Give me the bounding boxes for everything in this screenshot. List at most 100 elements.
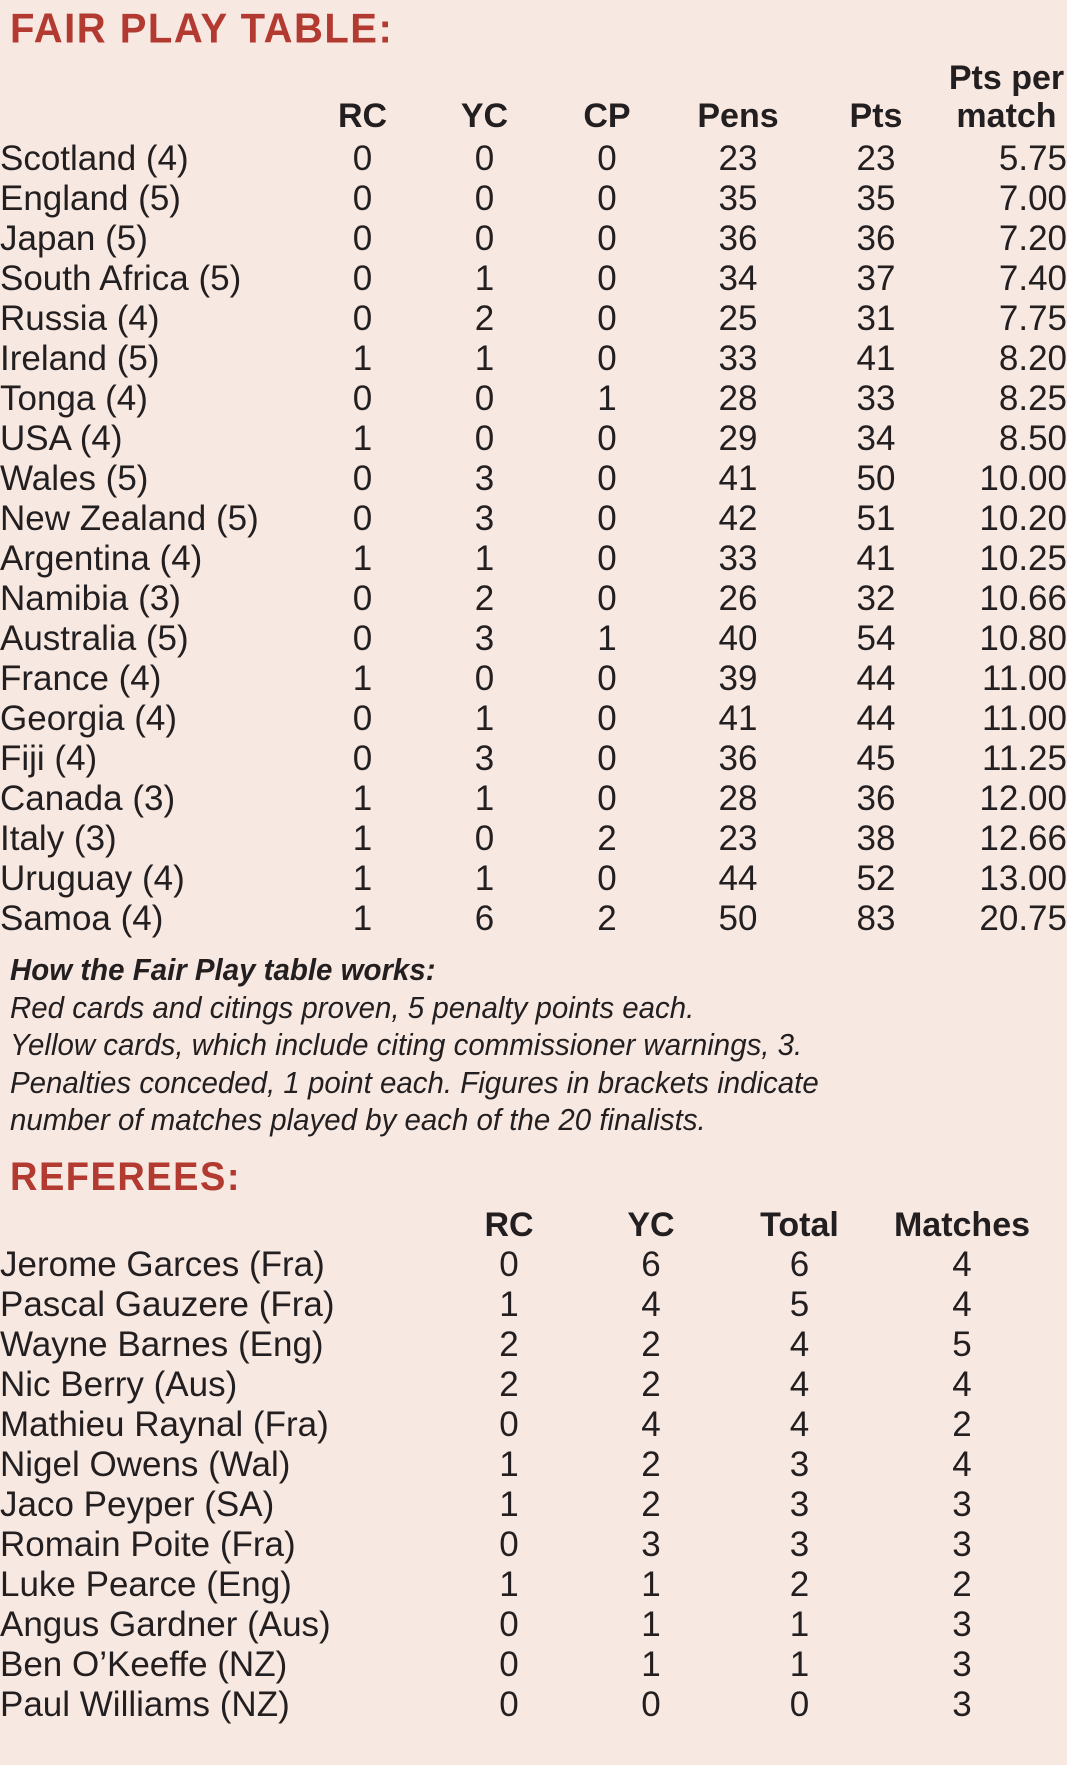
referee-yc-value: 2 bbox=[641, 1325, 661, 1364]
pts-per-match-header-line2: match bbox=[956, 97, 1057, 135]
explainer-line: number of matches played by each of the … bbox=[10, 1102, 706, 1137]
team-name: Wales (5) bbox=[0, 459, 149, 498]
team-name: Tonga (4) bbox=[0, 379, 148, 418]
team-pens-value: 33 bbox=[718, 339, 758, 378]
team-pts-value: 83 bbox=[856, 899, 896, 938]
yc-column-header: YC bbox=[460, 97, 509, 135]
referee-total-value: 2 bbox=[789, 1565, 810, 1604]
team-yc-value: 3 bbox=[474, 499, 495, 538]
team-pts-per-match-value: 10.66 bbox=[979, 579, 1067, 618]
team-yc-value: 0 bbox=[474, 419, 495, 458]
team-pts-per-match-value: 10.00 bbox=[979, 459, 1067, 498]
team-pts-value: 35 bbox=[856, 179, 896, 218]
referee-name: Pascal Gauzere (Fra) bbox=[0, 1285, 335, 1324]
team-yc-value: 2 bbox=[474, 299, 495, 338]
team-cp-value: 0 bbox=[597, 579, 617, 618]
ref-yc-column-header: YC bbox=[627, 1206, 675, 1244]
referee-yc-value: 4 bbox=[641, 1405, 661, 1444]
team-yc-value: 0 bbox=[474, 659, 495, 698]
referee-row: Nigel Owens (Wal) 1 2 3 4 bbox=[0, 1445, 1047, 1485]
team-cp-value: 0 bbox=[597, 179, 617, 218]
fair-play-header-row: RC YC CP Pens Pts Pts per match bbox=[0, 48, 1067, 139]
team-yc-value: 1 bbox=[474, 539, 495, 578]
team-row: Fiji (4) 0 3 0 36 45 11.25 bbox=[0, 739, 1067, 779]
team-pts-per-match-value: 11.00 bbox=[982, 699, 1067, 738]
team-pts-value: 32 bbox=[856, 579, 896, 618]
referee-total-value: 0 bbox=[789, 1685, 810, 1724]
referee-total-value: 1 bbox=[789, 1605, 810, 1644]
explainer-lines: Red cards and citings proven, 5 penalty … bbox=[10, 989, 861, 1139]
team-row: Japan (5) 0 0 0 36 36 7.20 bbox=[0, 219, 1067, 259]
pts-column-header: Pts bbox=[849, 97, 903, 135]
team-rc-value: 1 bbox=[352, 899, 373, 938]
team-pts-value: 33 bbox=[856, 379, 896, 418]
team-pens-value: 36 bbox=[718, 219, 758, 258]
referee-total-value: 6 bbox=[789, 1245, 810, 1284]
referee-total-value: 4 bbox=[789, 1325, 810, 1364]
ref-total-column-header: Total bbox=[760, 1206, 839, 1244]
team-yc-value: 2 bbox=[474, 579, 495, 618]
team-rc-value: 0 bbox=[352, 499, 373, 538]
referee-rc-value: 1 bbox=[499, 1485, 519, 1524]
team-yc-value: 6 bbox=[474, 899, 495, 938]
referee-row: Wayne Barnes (Eng) 2 2 4 5 bbox=[0, 1325, 1047, 1365]
team-cp-value: 0 bbox=[597, 459, 617, 498]
team-pens-value: 44 bbox=[718, 859, 758, 898]
team-cp-value: 0 bbox=[597, 219, 617, 258]
pens-column-header: Pens bbox=[697, 97, 779, 135]
team-name: Canada (3) bbox=[0, 779, 176, 818]
referee-rc-value: 2 bbox=[499, 1365, 519, 1404]
referee-row: Jerome Garces (Fra) 0 6 6 4 bbox=[0, 1245, 1047, 1285]
team-cp-value: 1 bbox=[597, 619, 617, 658]
explainer-line: Penalties conceded, 1 point each. Figure… bbox=[10, 1064, 819, 1100]
referee-total-value: 5 bbox=[789, 1285, 810, 1324]
team-pens-value: 23 bbox=[718, 819, 758, 858]
referee-name: Jerome Garces (Fra) bbox=[0, 1245, 325, 1284]
team-pts-per-match-value: 7.20 bbox=[998, 219, 1067, 258]
team-cp-value: 0 bbox=[597, 699, 617, 738]
team-row: Russia (4) 0 2 0 25 31 7.75 bbox=[0, 299, 1067, 339]
team-pts-per-match-value: 10.20 bbox=[979, 499, 1067, 538]
referee-total-value: 3 bbox=[789, 1445, 810, 1484]
team-cp-value: 0 bbox=[597, 739, 617, 778]
referees-title: REFEREES: bbox=[10, 1155, 241, 1200]
team-row: Australia (5) 0 3 1 40 54 10.80 bbox=[0, 619, 1067, 659]
referee-column-header bbox=[0, 1205, 438, 1245]
referee-rc-value: 0 bbox=[499, 1245, 519, 1284]
team-yc-value: 0 bbox=[474, 179, 495, 218]
team-rc-value: 0 bbox=[352, 139, 373, 178]
team-pens-value: 23 bbox=[718, 139, 758, 178]
team-pens-value: 40 bbox=[718, 619, 758, 658]
team-cp-value: 0 bbox=[597, 419, 617, 458]
team-row: Namibia (3) 0 2 0 26 32 10.66 bbox=[0, 579, 1067, 619]
referee-rc-value: 1 bbox=[499, 1285, 519, 1324]
team-yc-value: 1 bbox=[474, 339, 495, 378]
team-cp-value: 0 bbox=[597, 539, 617, 578]
team-pts-value: 34 bbox=[856, 419, 896, 458]
team-rc-value: 1 bbox=[352, 659, 373, 698]
team-pts-per-match-value: 12.66 bbox=[979, 819, 1067, 858]
team-rc-value: 0 bbox=[352, 259, 373, 298]
team-yc-value: 1 bbox=[474, 699, 495, 738]
team-pts-value: 51 bbox=[856, 499, 896, 538]
team-rc-value: 1 bbox=[352, 419, 373, 458]
team-cp-value: 2 bbox=[597, 819, 617, 858]
team-cp-value: 0 bbox=[597, 779, 617, 818]
team-row: France (4) 1 0 0 39 44 11.00 bbox=[0, 659, 1067, 699]
team-cp-value: 0 bbox=[597, 499, 617, 538]
team-cp-value: 0 bbox=[597, 659, 617, 698]
team-row: Argentina (4) 1 1 0 33 41 10.25 bbox=[0, 539, 1067, 579]
referee-matches-value: 3 bbox=[952, 1525, 972, 1564]
team-rc-value: 0 bbox=[352, 219, 373, 258]
team-pts-per-match-value: 5.75 bbox=[998, 139, 1067, 178]
referee-name: Paul Williams (NZ) bbox=[0, 1685, 290, 1724]
team-yc-value: 0 bbox=[474, 819, 495, 858]
team-row: Samoa (4) 1 6 2 50 83 20.75 bbox=[0, 899, 1067, 939]
team-pts-per-match-value: 7.00 bbox=[998, 179, 1067, 218]
referee-matches-value: 3 bbox=[952, 1645, 972, 1684]
team-yc-value: 3 bbox=[474, 739, 495, 778]
team-name: Fiji (4) bbox=[0, 739, 98, 778]
team-rc-value: 1 bbox=[352, 339, 373, 378]
team-row: New Zealand (5) 0 3 0 42 51 10.20 bbox=[0, 499, 1067, 539]
team-rc-value: 1 bbox=[352, 539, 373, 578]
